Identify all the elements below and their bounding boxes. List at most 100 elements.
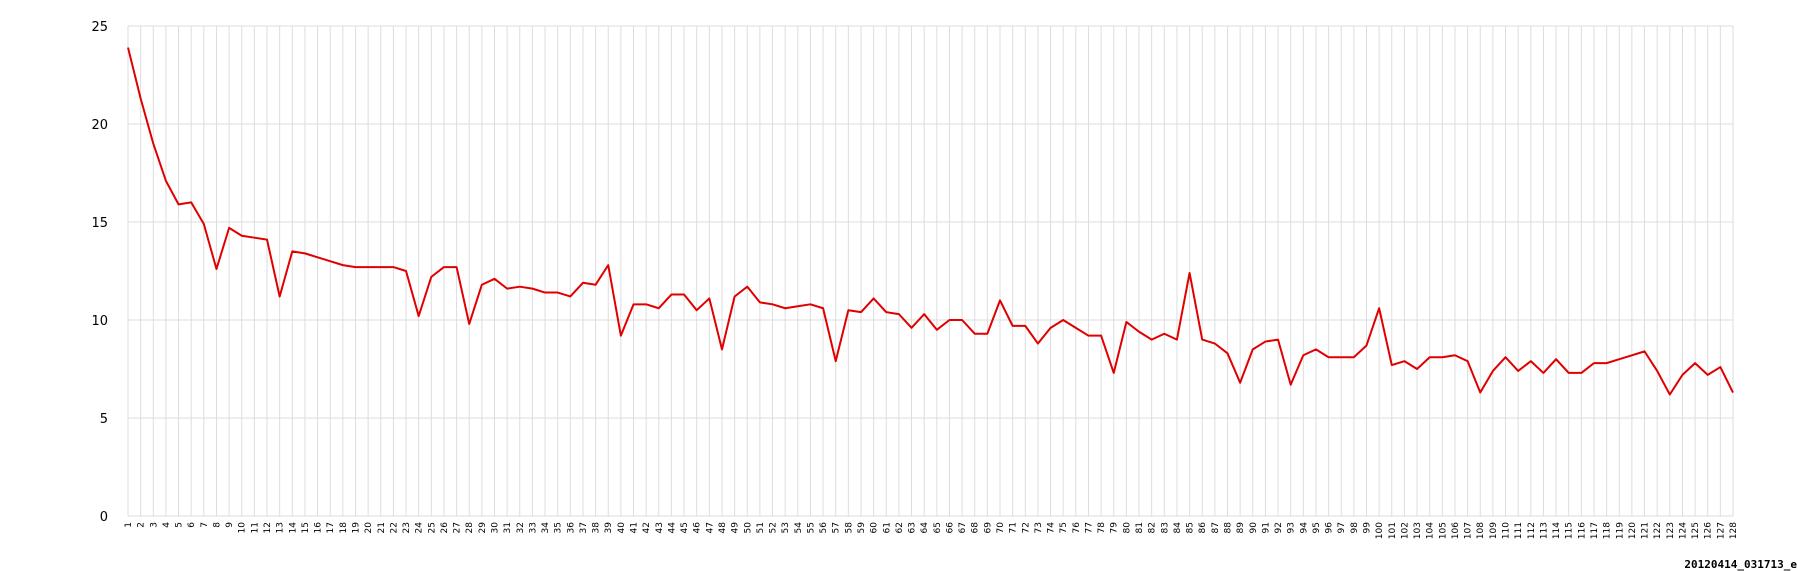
x-tick-label: 124 [1678, 522, 1688, 539]
x-tick-label: 84 [1173, 522, 1183, 534]
data-point [721, 348, 723, 350]
x-tick-label: 4 [162, 522, 172, 528]
vertical-gridlines [127, 26, 1734, 516]
x-tick-label: 90 [1249, 522, 1259, 534]
data-point [367, 266, 369, 268]
data-point [595, 284, 597, 286]
x-tick-label: 30 [490, 522, 500, 534]
data-point [1416, 368, 1418, 370]
data-point [873, 297, 875, 299]
data-point [531, 288, 533, 290]
x-tick-label: 91 [1261, 522, 1271, 533]
data-point [1644, 350, 1646, 352]
x-tick-label: 45 [680, 522, 690, 533]
y-axis-tick-labels: 0 5 10 15 20 25 [91, 20, 108, 525]
x-tick-label: 52 [769, 522, 779, 533]
x-tick-label: 5 [175, 522, 185, 528]
x-tick-label: 71 [1009, 522, 1019, 533]
data-point [658, 307, 660, 309]
data-point [317, 256, 319, 258]
data-point [1277, 339, 1279, 341]
x-tick-label: 88 [1223, 522, 1233, 534]
data-point [772, 303, 774, 305]
data-point [1707, 374, 1709, 376]
data-point [1441, 356, 1443, 358]
data-point [1075, 327, 1077, 329]
data-point [506, 288, 508, 290]
data-point [1454, 354, 1456, 356]
data-point [1517, 370, 1519, 372]
x-tick-label: 53 [781, 522, 791, 533]
data-point [1505, 356, 1507, 358]
data-point [519, 286, 521, 288]
x-tick-label: 112 [1527, 522, 1537, 539]
data-point [354, 266, 356, 268]
x-tick-label: 55 [806, 522, 816, 533]
data-point [1113, 372, 1115, 374]
x-tick-label: 59 [857, 522, 867, 534]
x-tick-label: 20 [364, 522, 374, 534]
x-tick-label: 125 [1691, 522, 1701, 539]
x-tick-label: 11 [250, 522, 260, 533]
x-tick-label: 126 [1704, 522, 1714, 539]
x-tick-label: 114 [1552, 522, 1562, 539]
x-tick-label: 41 [630, 522, 640, 533]
data-point [215, 268, 217, 270]
x-tick-label: 10 [238, 522, 248, 534]
data-point [443, 266, 445, 268]
x-tick-label: 106 [1451, 522, 1461, 539]
data-point [1403, 360, 1405, 362]
data-point [380, 266, 382, 268]
x-tick-label: 51 [756, 522, 766, 533]
x-tick-label: 62 [895, 522, 905, 533]
data-point [1656, 370, 1658, 372]
data-point [1479, 392, 1481, 394]
x-tick-label: 100 [1375, 522, 1385, 539]
x-tick-label: 44 [667, 522, 677, 534]
data-point [936, 329, 938, 331]
data-point [152, 143, 154, 145]
x-tick-label: 86 [1198, 522, 1208, 534]
data-point [456, 266, 458, 268]
data-point [1631, 354, 1633, 356]
y-tick-label: 5 [100, 412, 108, 427]
data-point [1681, 374, 1683, 376]
x-tick-label: 19 [351, 522, 361, 534]
data-point [329, 260, 331, 262]
data-point [569, 295, 571, 297]
x-tick-label: 1 [124, 522, 134, 528]
data-point [1050, 327, 1052, 329]
data-point [797, 305, 799, 307]
data-point [228, 227, 230, 229]
x-tick-label: 31 [503, 522, 513, 533]
x-tick-label: 75 [1059, 522, 1069, 533]
x-tick-label: 17 [326, 522, 336, 533]
x-tick-label: 98 [1350, 522, 1360, 534]
x-tick-label: 57 [832, 522, 842, 533]
data-point [1100, 335, 1102, 337]
x-tick-label: 123 [1666, 522, 1676, 539]
data-point [1214, 343, 1216, 345]
x-tick-label: 2 [137, 522, 147, 528]
x-tick-label: 18 [339, 522, 349, 534]
x-tick-label: 97 [1337, 522, 1347, 533]
x-tick-label: 78 [1097, 522, 1107, 534]
data-point [1189, 272, 1191, 274]
x-tick-label: 13 [276, 522, 286, 533]
data-point [1264, 341, 1266, 343]
x-tick-label: 69 [983, 522, 993, 534]
x-tick-label: 116 [1577, 522, 1587, 539]
x-tick-label: 6 [187, 522, 197, 528]
x-tick-label: 22 [389, 522, 399, 533]
x-tick-label: 76 [1072, 522, 1082, 534]
x-tick-label: 95 [1312, 522, 1322, 533]
x-tick-label: 35 [554, 522, 564, 533]
data-point [923, 313, 925, 315]
data-point [1176, 339, 1178, 341]
x-tick-label: 46 [693, 522, 703, 534]
x-tick-label: 111 [1514, 522, 1524, 539]
data-point [1593, 362, 1595, 364]
x-tick-label: 128 [1729, 522, 1739, 539]
data-point [1024, 325, 1026, 327]
data-point [1719, 366, 1721, 368]
